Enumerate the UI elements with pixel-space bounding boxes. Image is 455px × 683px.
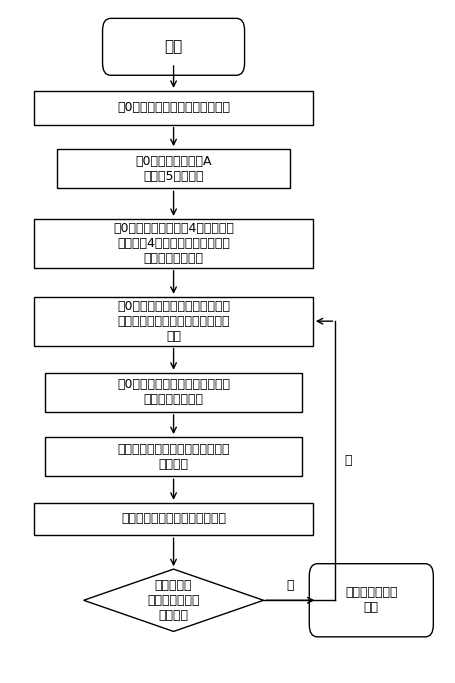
Text: 选择主行的下一行作为新的主行: 选择主行的下一行作为新的主行 — [121, 512, 226, 525]
Text: 第0号处理器将矩阵A
划分成5个子矩阵: 第0号处理器将矩阵A 划分成5个子矩阵 — [135, 155, 212, 183]
Bar — [34, 503, 313, 535]
Bar — [34, 91, 313, 125]
Text: 开始: 开始 — [164, 40, 183, 55]
Text: 第0号处理器对矩阵进行全选主元: 第0号处理器对矩阵进行全选主元 — [117, 101, 230, 114]
Text: 第0号处理器内的子矩阵包含主行
元素，通过公式将该主行元素进行
更新: 第0号处理器内的子矩阵包含主行 元素，通过公式将该主行元素进行 更新 — [117, 300, 230, 343]
Bar — [57, 149, 290, 189]
Text: 第0号处理器将更新后的主行元素
发送给其他处理器: 第0号处理器将更新后的主行元素 发送给其他处理器 — [117, 378, 230, 406]
Bar — [46, 437, 302, 476]
Text: 是: 是 — [287, 579, 294, 592]
Text: 所有处理器根据公式对非主行元素
进行更新: 所有处理器根据公式对非主行元素 进行更新 — [117, 443, 230, 471]
Polygon shape — [84, 569, 263, 632]
Text: 第0号处理器将其中的4个子矩阵发
送给其余4个处理器，使每个处理
器接收一个子矩阵: 第0号处理器将其中的4个子矩阵发 送给其余4个处理器，使每个处理 器接收一个子矩… — [113, 222, 234, 265]
Text: 是否遍历完
原矩阵的所有对
角线元素: 是否遍历完 原矩阵的所有对 角线元素 — [147, 579, 200, 622]
Text: 否: 否 — [344, 454, 352, 467]
FancyBboxPatch shape — [309, 563, 433, 637]
Text: 得到原矩阵的逆
矩阵: 得到原矩阵的逆 矩阵 — [345, 586, 398, 614]
FancyBboxPatch shape — [102, 18, 245, 75]
Bar — [46, 373, 302, 412]
Bar — [34, 297, 313, 346]
Bar — [34, 219, 313, 268]
